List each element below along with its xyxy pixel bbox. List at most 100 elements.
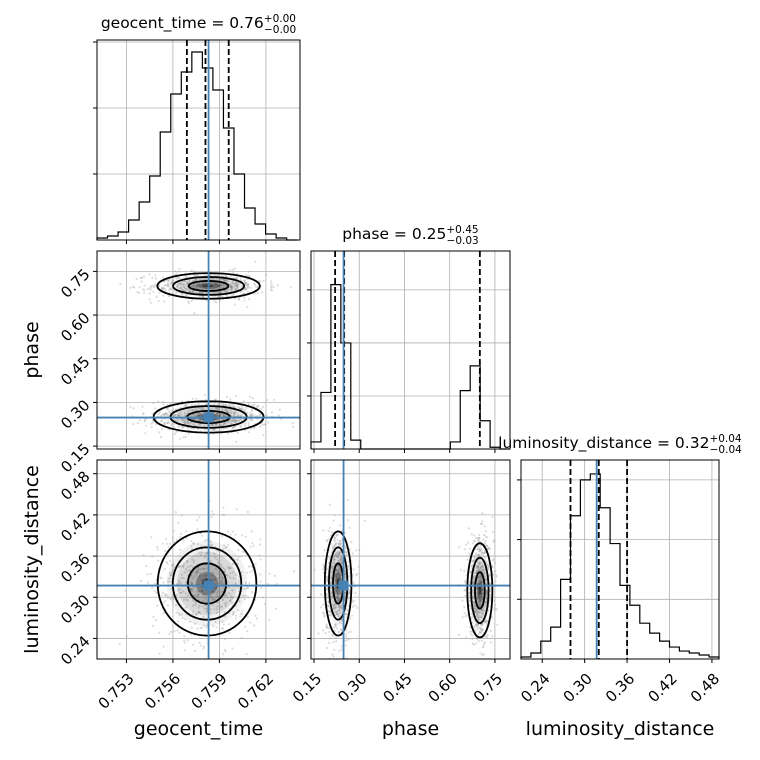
scatter-point: [325, 567, 329, 571]
scatter-point: [201, 418, 204, 422]
scatter-point: [337, 631, 340, 634]
scatter-point: [240, 571, 244, 574]
scatter-point: [193, 594, 196, 597]
scatter-point: [484, 597, 487, 600]
scatter-point: [161, 591, 164, 594]
scatter-point: [140, 280, 143, 283]
scatter-point: [170, 588, 173, 591]
scatter-point: [488, 573, 491, 577]
contour: [323, 530, 353, 637]
scatter-point: [472, 596, 475, 599]
scatter-point: [339, 611, 342, 615]
scatter-point: [471, 634, 474, 637]
scatter-point: [337, 575, 340, 578]
scatter-point: [325, 580, 328, 583]
scatter-point: [180, 418, 183, 421]
x-axis-label: luminosity_distance: [526, 718, 715, 740]
scatter-point: [218, 412, 222, 415]
scatter-point: [332, 519, 335, 522]
scatter-point: [250, 428, 253, 431]
scatter-point: [335, 533, 338, 536]
scatter-point: [335, 640, 338, 643]
scatter-point: [478, 569, 481, 572]
scatter-point: [483, 542, 486, 545]
scatter-point: [464, 615, 467, 618]
scatter-point: [148, 286, 151, 289]
scatter-point: [476, 537, 479, 540]
scatter-point: [213, 418, 216, 421]
scatter-point: [212, 578, 215, 581]
scatter-point: [195, 519, 198, 522]
scatter-point: [329, 637, 332, 640]
scatter-point: [320, 606, 323, 609]
scatter-point: [178, 579, 181, 582]
scatter-point: [219, 295, 223, 298]
scatter-point: [482, 609, 485, 612]
scatter-point: [325, 623, 328, 626]
scatter-point: [463, 580, 466, 583]
scatter-point: [487, 566, 490, 570]
scatter-point: [260, 587, 263, 590]
scatter-point: [235, 283, 238, 286]
scatter-point: [182, 590, 185, 593]
scatter-point: [190, 427, 193, 430]
x-tick-label: 0.45: [379, 670, 415, 706]
scatter-point: [221, 407, 224, 410]
scatter-point: [221, 581, 224, 584]
scatter-point: [199, 285, 202, 288]
scatter-point: [206, 552, 209, 555]
scatter-point: [198, 611, 202, 614]
scatter-point: [213, 429, 217, 432]
scatter-point: [485, 590, 488, 593]
scatter-point: [236, 288, 239, 291]
scatter-point: [186, 560, 189, 563]
x-tick-label: 0.42: [644, 670, 680, 706]
scatter-point: [463, 588, 466, 591]
scatter-point: [350, 614, 354, 617]
scatter-point: [213, 608, 216, 611]
scatter-point: [154, 283, 157, 286]
scatter-point: [217, 605, 220, 608]
scatter-point: [194, 278, 197, 281]
scatter-point: [473, 607, 476, 610]
scatter-point: [492, 540, 495, 544]
scatter-point: [219, 291, 223, 294]
scatter-point: [229, 572, 232, 575]
scatter-point: [481, 581, 484, 584]
scatter-point: [351, 601, 354, 604]
scatter-point: [481, 654, 484, 657]
scatter-point: [467, 527, 471, 530]
scatter-point: [239, 612, 242, 615]
scatter-point: [478, 558, 482, 561]
scatter-point: [271, 289, 274, 292]
scatter-point: [230, 285, 233, 288]
scatter-point: [478, 550, 481, 553]
scatter-point: [473, 539, 476, 542]
scatter-point: [231, 428, 234, 431]
scatter-point: [481, 613, 485, 616]
scatter-point: [175, 419, 178, 423]
scatter-point: [142, 554, 145, 557]
scatter-point: [477, 616, 480, 620]
scatter-point: [231, 530, 235, 533]
scatter-point: [163, 284, 166, 287]
scatter-point: [211, 424, 215, 427]
scatter-point: [235, 573, 238, 576]
scatter-point: [336, 593, 339, 596]
scatter-point: [336, 564, 339, 567]
scatter-point: [182, 539, 185, 542]
scatter-point: [486, 544, 489, 547]
scatter-point: [337, 598, 340, 601]
scatter-point: [133, 286, 136, 289]
scatter-point: [236, 558, 239, 561]
scatter-point: [186, 599, 189, 602]
scatter-point: [214, 284, 217, 287]
scatter-point: [194, 602, 197, 605]
scatter-point: [476, 613, 479, 616]
scatter-point: [158, 410, 161, 413]
scatter-point: [480, 548, 483, 551]
scatter-point: [196, 528, 199, 531]
scatter-point: [219, 575, 222, 578]
scatter-point: [329, 614, 332, 617]
scatter-point: [480, 623, 483, 626]
